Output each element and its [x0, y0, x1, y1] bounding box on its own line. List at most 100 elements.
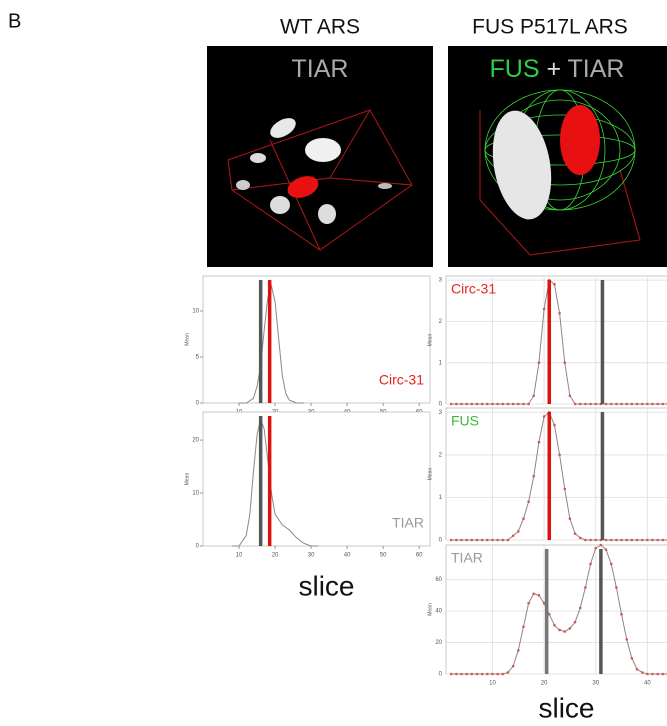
data-point: [486, 539, 489, 542]
data-point: [522, 626, 525, 629]
data-point: [450, 673, 453, 676]
data-point: [527, 500, 530, 503]
panel-series-label: FUS: [451, 413, 479, 429]
panel-series-label: Circ-31: [379, 372, 424, 388]
x-tick-label: 30: [308, 553, 315, 559]
data-point: [507, 671, 510, 674]
data-point: [527, 403, 530, 406]
data-point: [543, 308, 546, 311]
image-label-part: TIAR: [561, 55, 624, 83]
y-tick-label: 1: [439, 495, 443, 501]
data-point: [589, 403, 592, 406]
data-point: [615, 586, 618, 589]
y-tick-label: 20: [435, 640, 442, 646]
data-point: [605, 548, 608, 551]
data-point: [512, 534, 515, 537]
data-point: [517, 530, 520, 533]
image-label-part: FUS: [490, 55, 540, 83]
x-axis-label: slice: [538, 692, 594, 723]
data-point: [646, 673, 649, 676]
data-point: [615, 539, 618, 542]
data-point: [491, 673, 494, 676]
data-point: [584, 403, 587, 406]
data-point: [636, 668, 639, 671]
x-tick-label: 20: [272, 553, 279, 559]
y-tick-label: 0: [439, 402, 443, 408]
data-point: [625, 638, 628, 641]
y-tick-label: 40: [435, 609, 442, 615]
data-point: [558, 454, 561, 457]
data-point: [600, 544, 603, 547]
panel-label: B: [8, 10, 21, 32]
data-point: [538, 594, 541, 597]
data-point: [558, 629, 561, 632]
data-point: [605, 539, 608, 542]
image-label: FUS + TIAR: [490, 55, 625, 83]
x-tick-label: 10: [236, 553, 243, 559]
panel-series-label: TIAR: [392, 515, 424, 531]
y-tick-label: 10: [192, 491, 199, 497]
data-point: [589, 563, 592, 566]
data-point: [522, 517, 525, 520]
data-point: [507, 539, 510, 542]
y-tick-label: 0: [439, 538, 443, 544]
data-point: [496, 673, 499, 676]
y-tick-label: 10: [192, 309, 199, 315]
y-tick-label: 3: [439, 410, 443, 416]
image-label-part: TIAR: [292, 55, 349, 83]
y-tick-label: 1: [439, 360, 443, 366]
x-tick-label: 60: [416, 553, 423, 559]
x-tick-label: 40: [644, 681, 651, 687]
data-point: [656, 673, 659, 676]
y-tick-label: 60: [435, 577, 442, 583]
data-point: [563, 488, 566, 491]
y-axis-label: Mean: [427, 334, 433, 347]
x-tick-label: 40: [344, 553, 351, 559]
image-label: TIAR: [292, 55, 349, 83]
data-point: [594, 403, 597, 406]
data-point: [496, 403, 499, 406]
y-tick-label: 0: [196, 544, 200, 550]
data-point: [584, 539, 587, 542]
data-point: [481, 539, 484, 542]
data-point: [569, 517, 572, 520]
data-point: [460, 673, 463, 676]
data-point: [574, 621, 577, 624]
data-point: [455, 673, 458, 676]
data-point: [522, 403, 525, 406]
data-point: [491, 539, 494, 542]
data-point: [610, 563, 613, 566]
data-point: [558, 312, 561, 315]
y-tick-label: 2: [439, 319, 443, 325]
data-point: [455, 403, 458, 406]
data-point: [553, 424, 556, 427]
y-axis-label: Mean: [427, 468, 433, 481]
y-tick-label: 20: [192, 438, 199, 444]
data-point: [517, 403, 520, 406]
data-point: [574, 403, 577, 406]
data-point: [631, 403, 634, 406]
data-point: [512, 665, 515, 668]
data-point: [512, 403, 515, 406]
data-point: [476, 403, 479, 406]
y-axis-label: Mean: [427, 603, 433, 616]
data-point: [641, 671, 644, 674]
data-point: [507, 403, 510, 406]
data-point: [610, 539, 613, 542]
data-point: [651, 403, 654, 406]
x-tick-label: 30: [592, 681, 599, 687]
data-point: [538, 361, 541, 364]
data-point: [491, 403, 494, 406]
data-point: [481, 403, 484, 406]
y-tick-label: 0: [196, 401, 200, 407]
data-point: [574, 532, 577, 535]
data-point: [569, 394, 572, 397]
x-tick-label: 50: [380, 553, 387, 559]
data-point: [465, 539, 468, 542]
data-point: [455, 539, 458, 542]
data-point: [471, 673, 474, 676]
data-point: [656, 403, 659, 406]
data-point: [553, 283, 556, 286]
data-point: [471, 403, 474, 406]
data-point: [460, 539, 463, 542]
